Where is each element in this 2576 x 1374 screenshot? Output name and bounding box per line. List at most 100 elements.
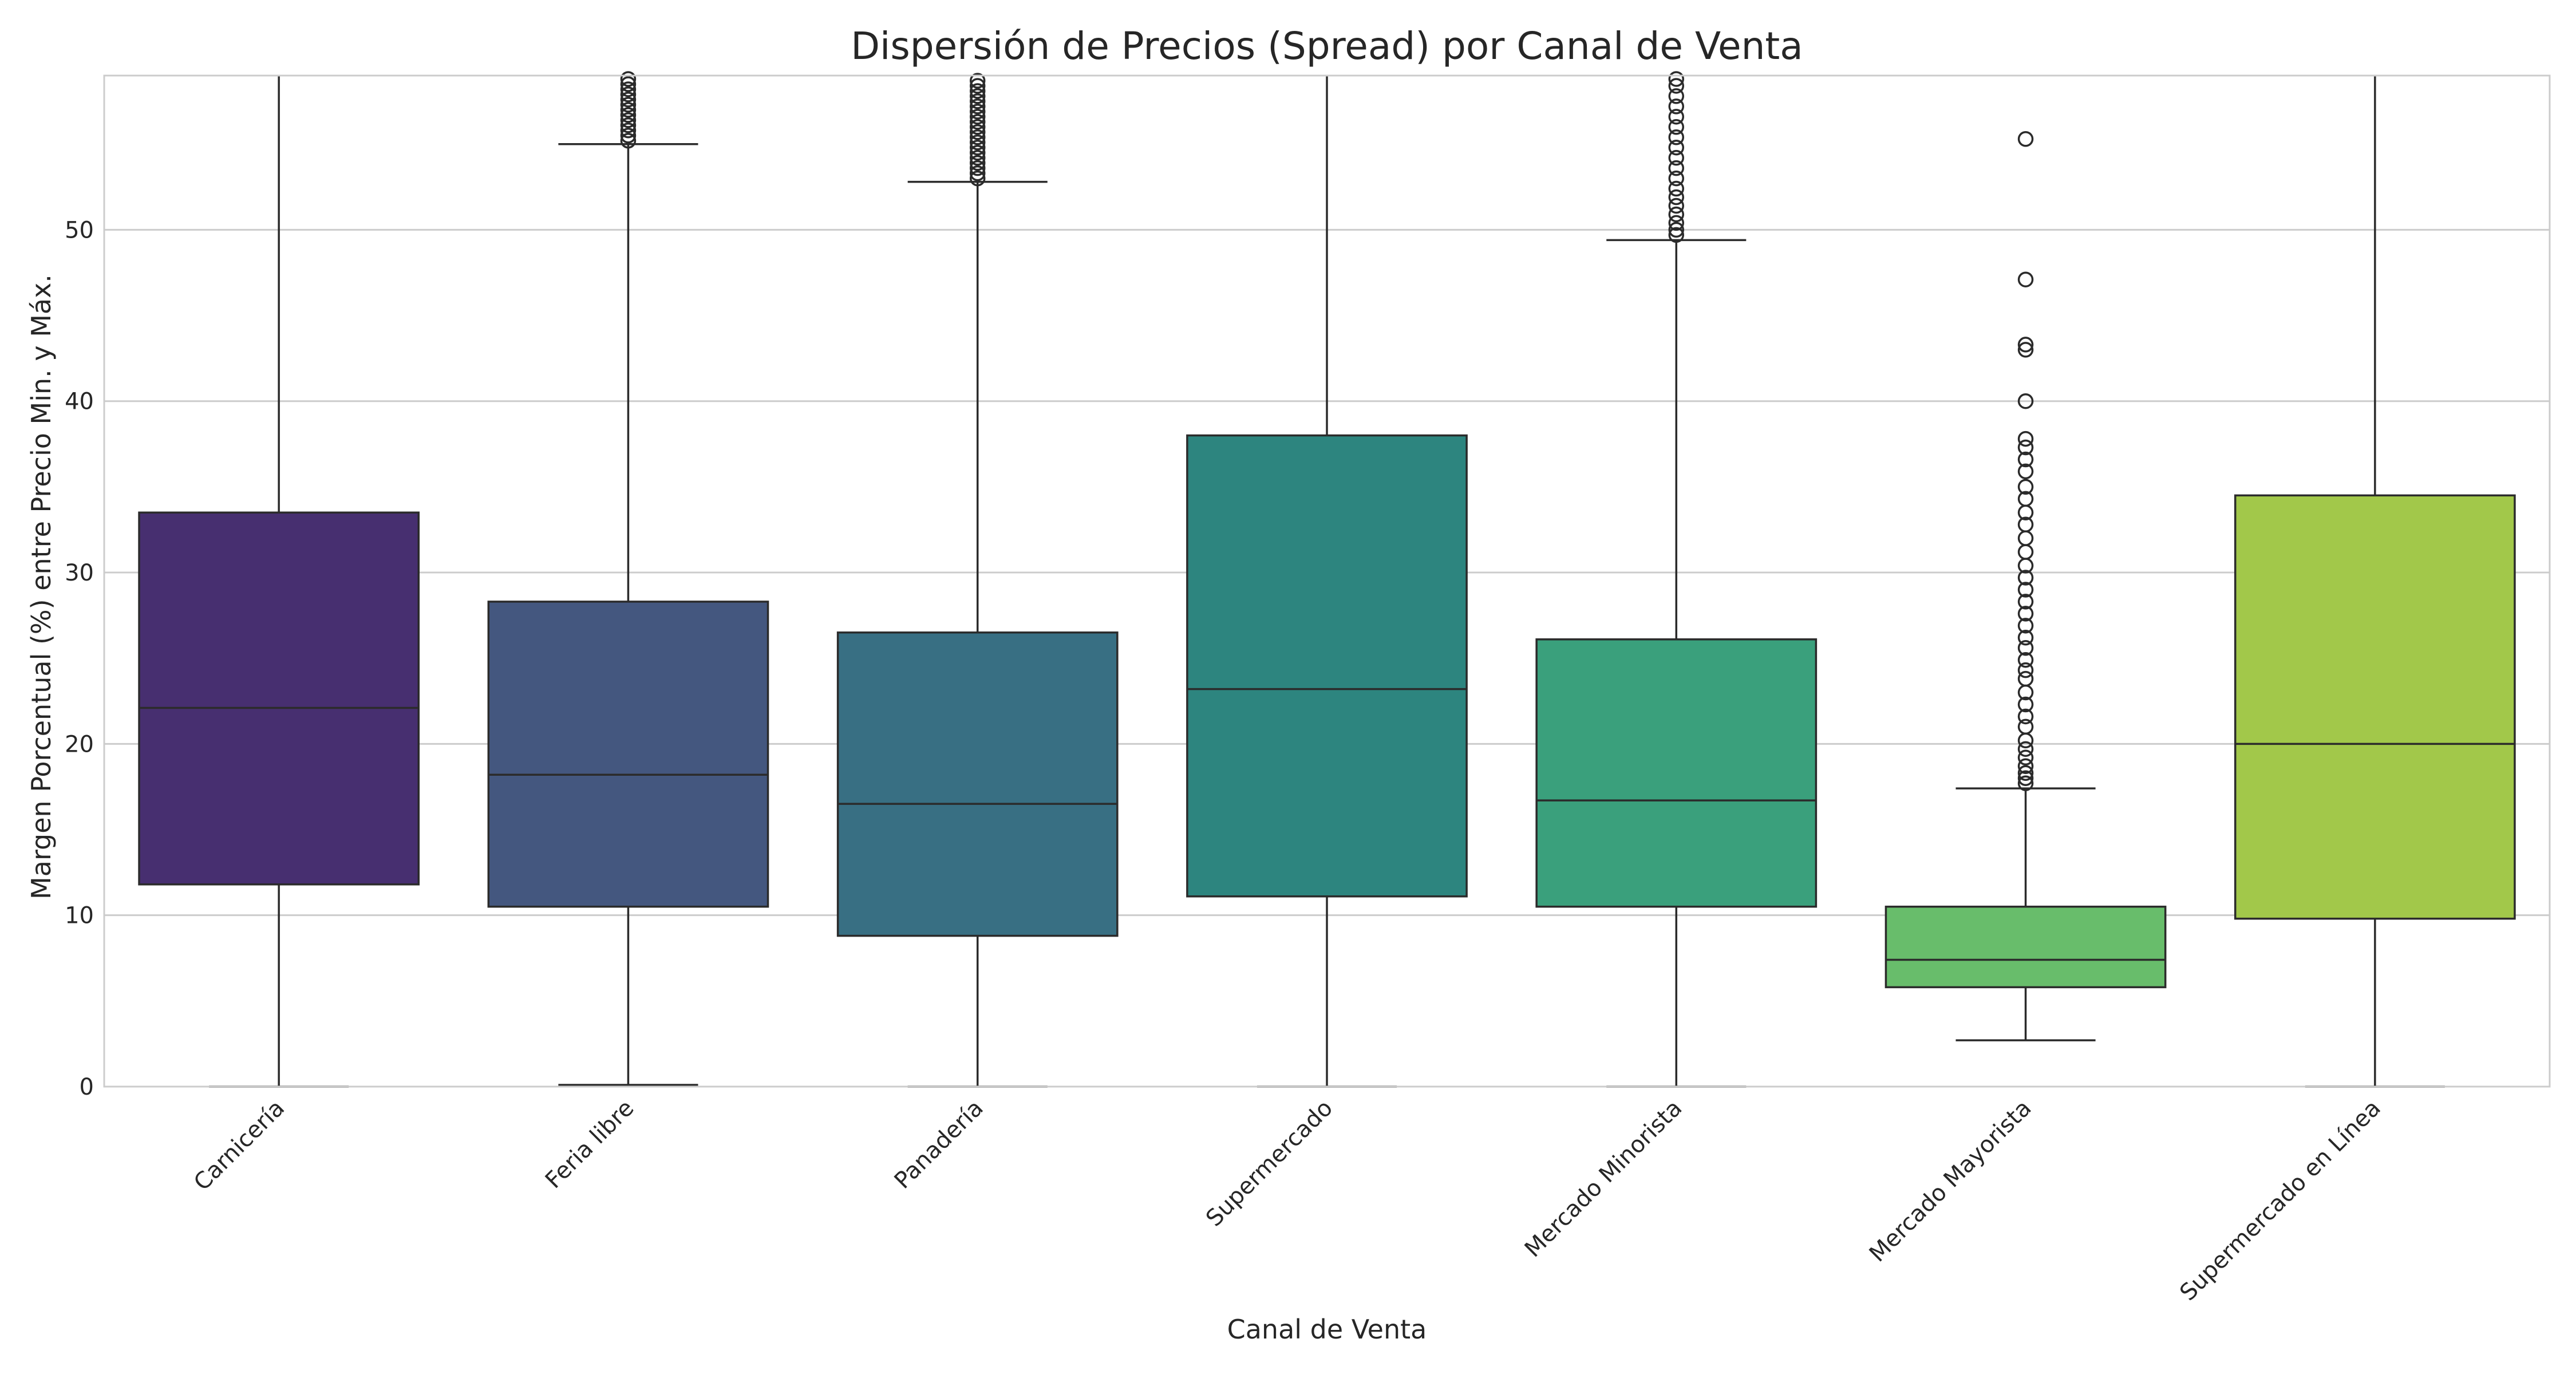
outlier-5-24 <box>2017 516 2034 532</box>
x-tick-label-5: Mercado Mayorista <box>1864 1095 2037 1268</box>
outlier-1-3 <box>620 117 637 133</box>
y-tick-label-5: 50 <box>65 217 94 243</box>
outlier-2-19 <box>969 73 986 89</box>
outlier-5-12 <box>2017 662 2034 678</box>
chart-title: Dispersión de Precios (Spread) por Canal… <box>851 24 1803 68</box>
outlier-4-10 <box>1668 139 1685 156</box>
y-tick-label-4: 40 <box>65 389 94 415</box>
outlier-4-5 <box>1668 189 1685 206</box>
y-tick-label-3: 30 <box>65 560 94 586</box>
outlier-5-15 <box>2017 630 2034 646</box>
outlier-2-5 <box>969 144 986 161</box>
outlier-5-22 <box>2017 544 2034 560</box>
y-tick-label-2: 20 <box>65 731 94 757</box>
outlier-5-4 <box>2017 749 2034 766</box>
outlier-2-8 <box>969 129 986 145</box>
outlier-4-17 <box>1668 71 1685 87</box>
outlier-4-14 <box>1668 98 1685 114</box>
outlier-5-19 <box>2017 582 2034 598</box>
outlier-5-16 <box>2017 618 2034 634</box>
outlier-5-2 <box>2017 765 2034 781</box>
x-tick-label-1: Feria libre <box>540 1095 639 1194</box>
outlier-2-12 <box>969 109 986 125</box>
outlier-2-4 <box>969 149 986 166</box>
outlier-1-5 <box>620 107 637 123</box>
outlier-1-11 <box>620 76 637 92</box>
outlier-2-2 <box>969 160 986 176</box>
box-0 <box>138 511 420 886</box>
boxes <box>138 71 2516 1088</box>
outlier-5-26 <box>2017 491 2034 507</box>
outlier-4-11 <box>1668 129 1685 145</box>
outlier-5-7 <box>2017 718 2034 735</box>
outlier-5-20 <box>2017 570 2034 586</box>
outlier-5-27 <box>2017 479 2034 495</box>
outlier-4-6 <box>1668 180 1685 197</box>
outlier-5-1 <box>2017 770 2034 786</box>
outlier-2-17 <box>969 83 986 99</box>
y-axis-ticks: 0 10 20 30 40 50 <box>65 217 94 1100</box>
outlier-5-34 <box>2017 337 2034 353</box>
outlier-1-8 <box>620 92 637 108</box>
outlier-2-16 <box>969 88 986 104</box>
outlier-2-3 <box>969 155 986 171</box>
outlier-5-28 <box>2017 463 2034 480</box>
outlier-4-15 <box>1668 88 1685 104</box>
outlier-5-5 <box>2017 741 2034 757</box>
outlier-2-15 <box>969 93 986 109</box>
box-1 <box>487 601 769 908</box>
outlier-1-4 <box>620 112 637 128</box>
box-6 <box>2234 494 2516 920</box>
outlier-5-31 <box>2017 431 2034 447</box>
outlier-4-4 <box>1668 198 1685 214</box>
x-tick-label-3: Supermercado <box>1201 1095 1338 1232</box>
outlier-5-29 <box>2017 451 2034 468</box>
outlier-5-0 <box>2017 775 2034 791</box>
outlier-4-9 <box>1668 149 1685 166</box>
x-tick-label-6: Supermercado en Línea <box>2175 1095 2386 1306</box>
outlier-5-32 <box>2017 393 2034 409</box>
outlier-2-13 <box>969 104 986 120</box>
outlier-2-7 <box>969 134 986 151</box>
outlier-1-6 <box>620 102 637 118</box>
outlier-1-9 <box>620 86 637 102</box>
outlier-4-3 <box>1668 206 1685 223</box>
outlier-2-11 <box>969 114 986 130</box>
box-group-1 <box>487 71 769 1086</box>
outlier-2-9 <box>969 124 986 140</box>
outlier-2-18 <box>969 78 986 94</box>
outlier-4-13 <box>1668 109 1685 125</box>
outlier-4-16 <box>1668 78 1685 94</box>
x-tick-label-0: Carnicería <box>189 1095 290 1196</box>
plot-frame <box>103 74 2551 1088</box>
x-tick-label-2: Panadería <box>890 1095 989 1194</box>
outlier-2-0 <box>969 170 986 187</box>
outlier-1-7 <box>620 97 637 113</box>
outlier-2-1 <box>969 165 986 181</box>
outlier-5-11 <box>2017 670 2034 687</box>
outlier-2-14 <box>969 98 986 114</box>
y-axis-label: Margen Porcentual (%) entre Precio Min. … <box>26 274 57 899</box>
outlier-1-10 <box>620 81 637 97</box>
outlier-4-8 <box>1668 160 1685 176</box>
outlier-5-23 <box>2017 530 2034 546</box>
box-group-2 <box>836 73 1119 1088</box>
outlier-2-6 <box>969 139 986 156</box>
outlier-5-3 <box>2017 758 2034 775</box>
x-tick-label-4: Mercado Minorista <box>1520 1095 1688 1263</box>
outlier-5-35 <box>2017 271 2034 287</box>
outlier-5-17 <box>2017 606 2034 622</box>
box-3 <box>1186 434 1468 898</box>
outlier-5-36 <box>2017 131 2034 147</box>
y-tick-label-1: 10 <box>65 903 94 929</box>
outlier-4-0 <box>1668 227 1685 243</box>
outlier-4-2 <box>1668 215 1685 231</box>
outlier-5-8 <box>2017 708 2034 725</box>
outlier-4-1 <box>1668 222 1685 238</box>
outlier-5-30 <box>2017 439 2034 456</box>
box-group-0 <box>138 76 420 1088</box>
outlier-1-2 <box>620 123 637 139</box>
box-4 <box>1535 638 1818 908</box>
y-tick-label-0: 0 <box>80 1074 94 1100</box>
